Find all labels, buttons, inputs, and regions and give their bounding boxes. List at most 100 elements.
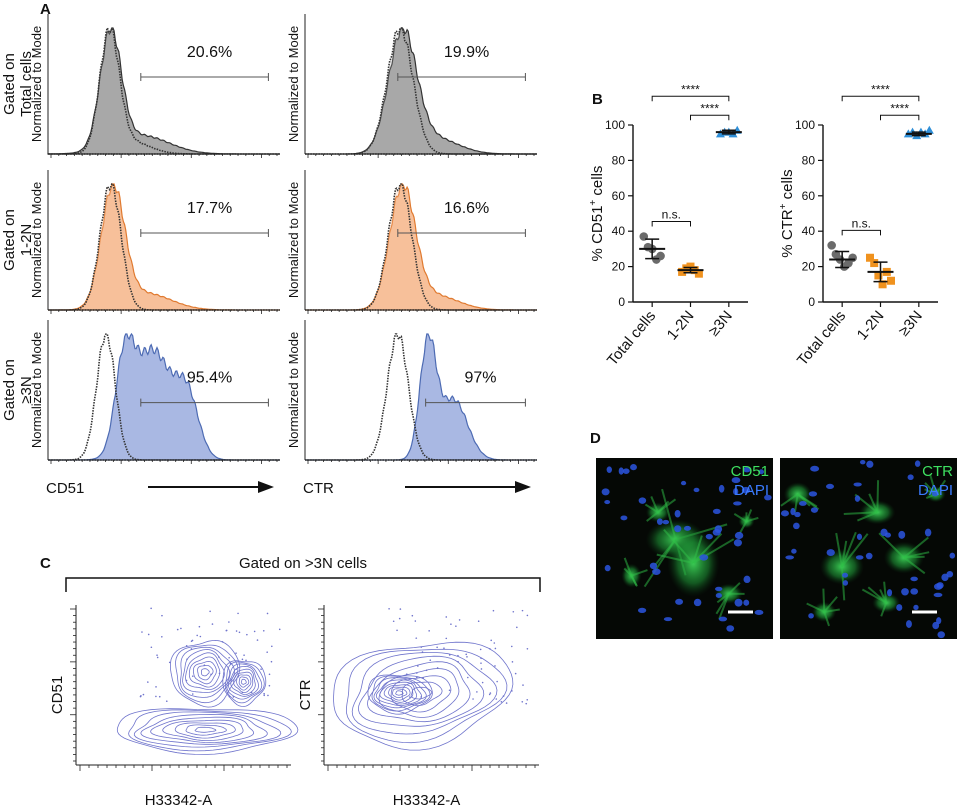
cell-process (733, 513, 747, 523)
nucleus (674, 509, 681, 518)
row-label-line: Gated on (1, 53, 18, 115)
event-dot (429, 659, 432, 662)
nucleus (637, 607, 647, 613)
nucleus (715, 586, 723, 592)
contour (226, 663, 263, 700)
event-dot (398, 681, 400, 684)
y-axis-label: % CTR+ cells (778, 169, 796, 257)
nucleus (825, 483, 835, 490)
event-dot (260, 668, 262, 670)
nucleus (866, 460, 874, 468)
cell-process (879, 589, 888, 604)
contour (193, 660, 217, 685)
cell-process (823, 596, 838, 613)
cell-process (650, 496, 659, 513)
nucleus (699, 554, 709, 561)
event-dot (270, 660, 273, 663)
cell-process (903, 536, 929, 559)
y-tick-label: 20 (802, 260, 816, 274)
y-tick-label: 60 (612, 189, 626, 203)
event-dot (511, 690, 513, 692)
event-dot (502, 695, 505, 697)
contour (225, 661, 265, 704)
cell-process (692, 532, 723, 564)
contour (174, 722, 236, 739)
nucleus (601, 488, 610, 496)
contour (150, 716, 254, 744)
contour (175, 644, 239, 704)
contour (201, 668, 210, 677)
nucleus (758, 469, 765, 475)
nucleus (715, 592, 722, 599)
contour (185, 652, 225, 691)
event-dot (445, 616, 448, 618)
significance-label: **** (890, 101, 909, 115)
event-dot (155, 695, 157, 698)
event-dot (186, 658, 188, 661)
micrograph (780, 458, 957, 639)
event-dot (398, 617, 401, 620)
event-dot (512, 610, 515, 613)
event-dot (481, 681, 484, 684)
contour (345, 648, 508, 744)
event-dot (496, 680, 498, 683)
error-bar (835, 250, 850, 269)
contour (222, 660, 267, 707)
event-dot (218, 672, 221, 675)
event-dot (191, 693, 194, 695)
event-dot (514, 672, 517, 675)
contour (351, 652, 498, 735)
gate-percent: 20.6% (187, 44, 232, 61)
nucleus (794, 511, 801, 518)
event-dot (457, 654, 459, 657)
axis-label: CD51 (46, 480, 84, 497)
nucleus (854, 495, 861, 502)
axis-label: CD51 (49, 676, 66, 714)
cell-process (656, 553, 694, 564)
arrow-head (515, 481, 531, 493)
event-dot (493, 642, 496, 644)
significance-bracket (880, 114, 920, 121)
event-dot (522, 684, 524, 686)
nucleus (714, 525, 723, 534)
event-dot (436, 646, 438, 649)
nucleus (810, 507, 819, 513)
nucleus (683, 525, 691, 531)
event-dot (165, 700, 168, 702)
nucleus (604, 500, 611, 505)
event-dot (263, 694, 266, 697)
data-point (887, 276, 895, 285)
contour (128, 709, 292, 752)
event-dot (420, 646, 423, 648)
contour (162, 719, 244, 741)
event-dot (494, 647, 497, 650)
row-label: Gated on≥3N (1, 359, 35, 421)
gate-percent: 95.4% (187, 370, 232, 387)
nucleus (663, 617, 673, 622)
event-dot (425, 669, 428, 672)
event-dot (268, 684, 271, 687)
event-dot (526, 699, 529, 701)
data-point (848, 253, 857, 263)
y-axis-label-rest: cells (779, 169, 796, 203)
event-dot (465, 653, 468, 656)
event-dot (500, 700, 503, 703)
data-point (678, 267, 687, 276)
cell-process (843, 511, 878, 515)
panel-label: C (40, 555, 51, 572)
event-dot (492, 609, 495, 612)
contour (383, 684, 414, 703)
event-dot (141, 631, 143, 633)
nucleus (652, 568, 661, 575)
row-label: Gated onTotal cells (1, 51, 35, 117)
counterstain-label: DAPI (918, 482, 953, 499)
nucleus (743, 599, 750, 606)
cell-process (903, 556, 926, 575)
data-point (924, 125, 934, 134)
event-dot (180, 627, 182, 630)
y-axis-label-text: % CTR (779, 209, 796, 258)
contour (233, 671, 254, 693)
event-dot (396, 629, 398, 632)
nucleus (680, 480, 687, 486)
event-dot (190, 648, 193, 650)
